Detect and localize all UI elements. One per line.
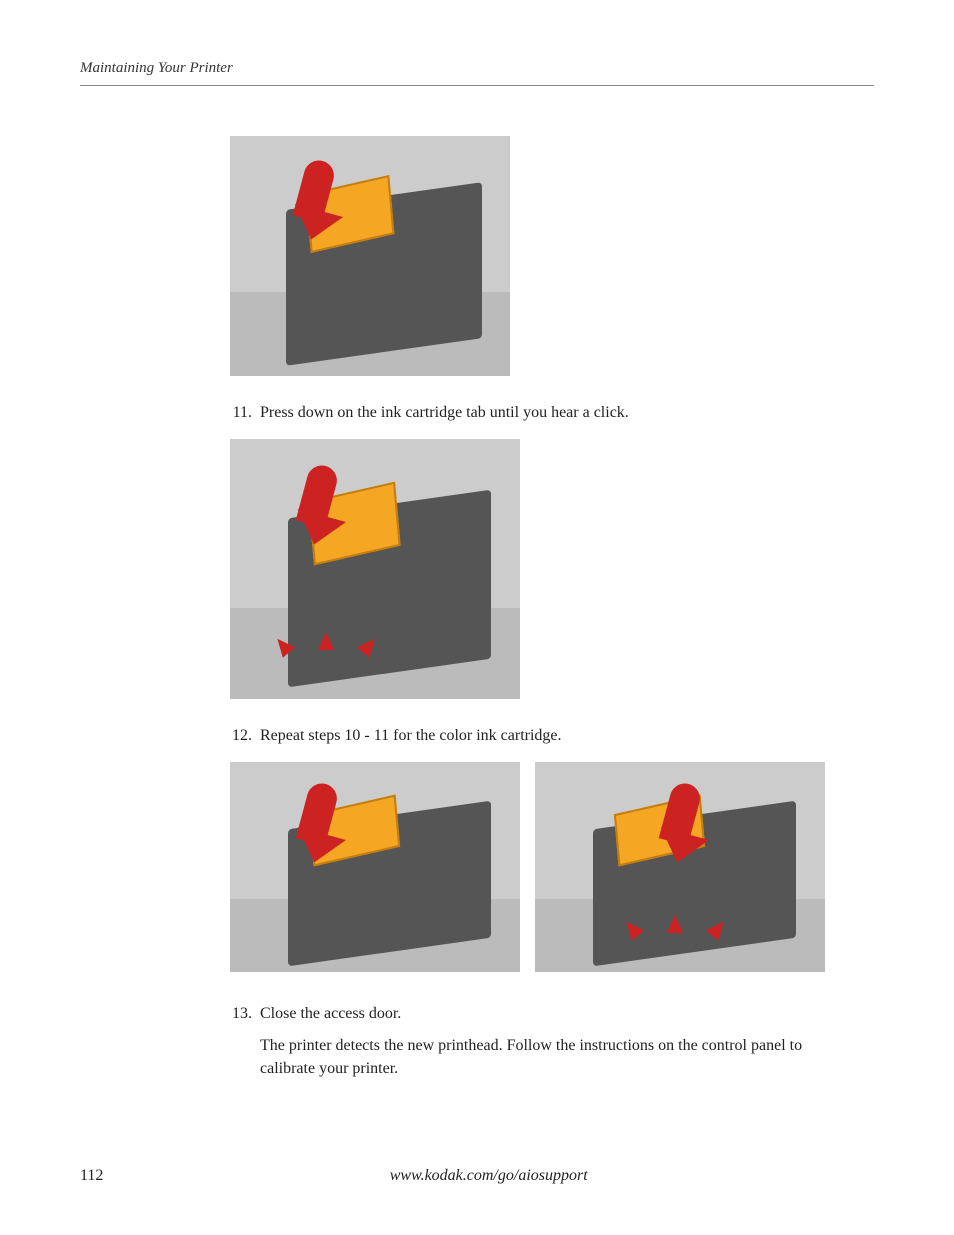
step-12: 12. Repeat steps 10 - 11 for the color i… (230, 724, 854, 747)
figure-press-color-click (535, 762, 825, 972)
step-number: 12. (230, 724, 260, 747)
step-number: 11. (230, 401, 260, 424)
step-11: 11. Press down on the ink cartridge tab … (230, 401, 854, 424)
step-13: 13. Close the access door. (230, 1002, 854, 1025)
page-number: 112 (80, 1167, 103, 1185)
footer-url: www.kodak.com/go/aiosupport (103, 1167, 874, 1185)
section-title: Maintaining Your Printer (80, 60, 233, 76)
step-number: 13. (230, 1002, 260, 1025)
figure-insert-color-cartridge (230, 762, 520, 972)
step-text: Close the access door. (260, 1002, 854, 1025)
page-footer: 112 www.kodak.com/go/aiosupport (80, 1167, 874, 1185)
step-text: Press down on the ink cartridge tab unti… (260, 401, 854, 424)
section-header: Maintaining Your Printer (80, 60, 874, 86)
step-text: Repeat steps 10 - 11 for the color ink c… (260, 724, 854, 747)
figure-insert-black-cartridge (230, 136, 510, 376)
page-content: 11. Press down on the ink cartridge tab … (80, 136, 874, 1080)
figure-pair-color-cartridge (230, 762, 854, 972)
figure-press-down-click (230, 439, 520, 699)
step-13-subtext: The printer detects the new printhead. F… (260, 1034, 854, 1080)
